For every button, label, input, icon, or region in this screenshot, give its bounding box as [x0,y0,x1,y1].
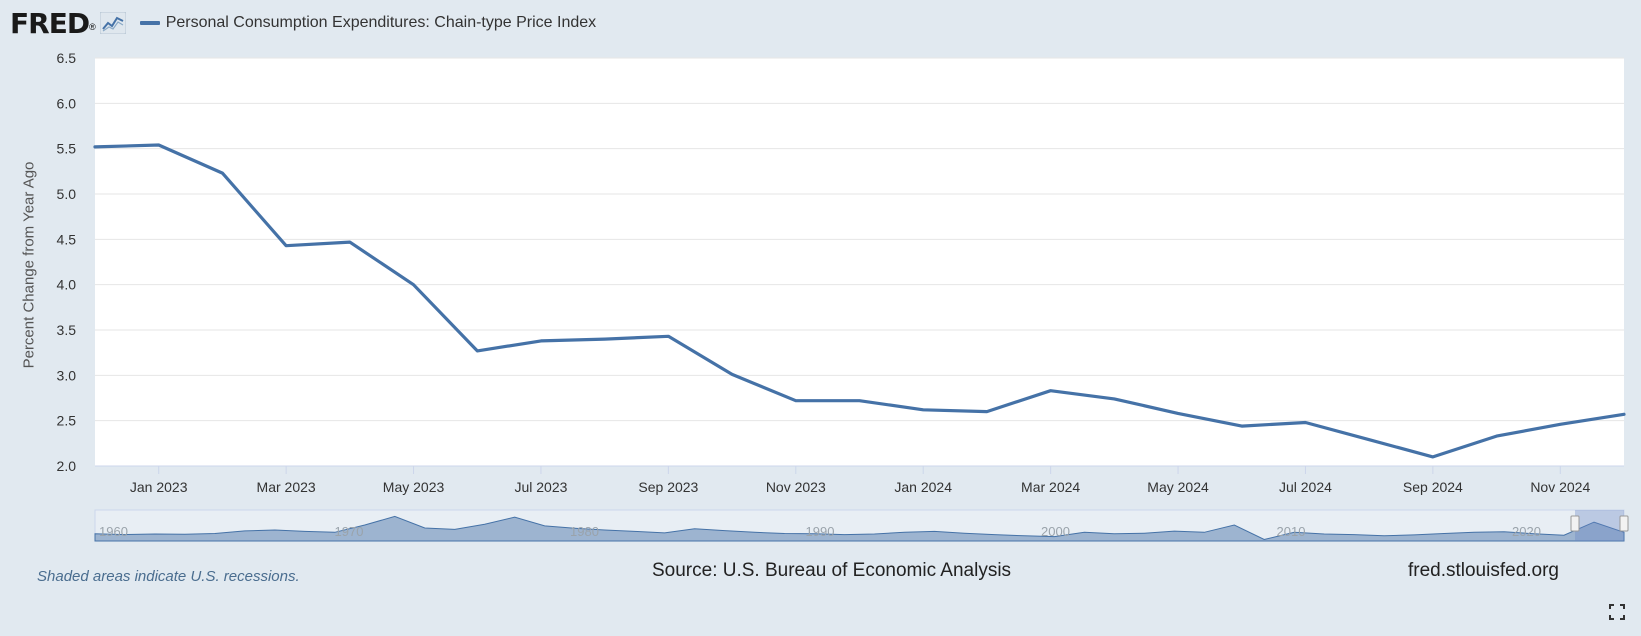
y-tick-label: 5.0 [57,186,77,202]
chart-svg[interactable]: 2.0 2.5 3.0 3.5 4.0 4.5 5.0 5.5 6.0 6.5 Jan 2023 Ma… [0,0,1641,545]
data-point[interactable] [856,397,864,405]
x-tick-label: May 2023 [383,479,445,495]
navigator-series [94,515,1625,542]
data-point[interactable] [473,347,481,355]
data-point[interactable] [601,335,609,343]
data-point[interactable] [1047,387,1055,395]
y-tick-label: 3.0 [57,367,77,383]
y-tick-label: 6.0 [57,95,77,111]
fred-logo[interactable]: FRED ® [10,7,126,40]
data-point[interactable] [664,332,672,340]
data-point[interactable] [1365,436,1373,444]
plot-area [95,58,1624,466]
data-point[interactable] [1429,453,1437,461]
y-tick-label: 4.5 [57,231,77,247]
navigator-label: 1960 [99,524,128,539]
navigator-handle-right[interactable] [1619,515,1629,532]
x-tick-label: May 2024 [1147,479,1209,495]
data-point[interactable] [1493,432,1501,440]
y-tick-label: 2.0 [57,458,77,474]
data-point[interactable] [1110,395,1118,403]
series-line[interactable] [93,143,1626,459]
fullscreen-icon[interactable] [1609,604,1625,620]
legend-label: Personal Consumption Expenditures: Chain… [165,14,597,31]
x-tick-label: Sep 2023 [638,479,698,495]
y-tick-label: 3.5 [57,322,77,338]
navigator-label: 1990 [806,524,835,539]
data-point[interactable] [1301,418,1309,426]
y-tick-label: 6.5 [57,50,77,66]
chart-footer: Shaded areas indicate U.S. recessions. S… [0,556,1641,586]
data-point[interactable] [919,406,927,414]
data-point[interactable] [1238,422,1246,430]
chart-header: FRED ® Personal Consumption Expenditures:… [10,6,596,40]
y-tick-label: 5.5 [57,141,77,157]
legend[interactable]: Personal Consumption Expenditures: Chain… [139,14,597,32]
data-point[interactable] [91,143,99,151]
line-chart-icon [99,12,126,34]
navigator-label: 2020 [1512,524,1541,539]
data-point[interactable] [155,141,163,149]
x-tick-label: Nov 2023 [766,479,826,495]
navigator-selection[interactable] [1575,510,1624,541]
site-link[interactable]: fred.stlouisfed.org [1407,560,1559,581]
data-point[interactable] [1620,410,1628,418]
data-point[interactable] [1174,409,1182,417]
y-tick-label: 2.5 [57,413,77,429]
x-tick-label: Jan 2024 [894,479,952,495]
data-point[interactable] [1556,420,1564,428]
navigator-label: 1980 [570,524,599,539]
source-text: Source: U.S. Bureau of Economic Analysis [652,560,1012,581]
x-tick-label: Jul 2024 [1279,479,1332,495]
navigator-label: 2000 [1041,524,1070,539]
x-tick-label: Jan 2023 [130,479,188,495]
data-point[interactable] [728,370,736,378]
data-point[interactable] [410,281,418,289]
x-tick-label: Mar 2024 [1021,479,1080,495]
legend-swatch [139,21,160,25]
data-point[interactable] [346,238,354,246]
x-tick-label: Mar 2023 [257,479,316,495]
x-tick-label: Jul 2023 [514,479,567,495]
data-point[interactable] [983,408,991,416]
data-point[interactable] [792,397,800,405]
data-point[interactable] [282,242,290,250]
navigator-label: 1970 [335,524,364,539]
navigator-handle-left[interactable] [1570,515,1580,532]
navigator-label: 2010 [1277,524,1306,539]
logo-registered: ® [89,22,96,32]
x-tick-label: Nov 2024 [1530,479,1590,495]
y-tick-label: 4.0 [57,277,77,293]
data-point[interactable] [537,337,545,345]
data-point[interactable] [218,169,226,177]
logo-text: FRED [10,6,90,40]
recession-note: Shaded areas indicate U.S. recessions. [37,568,300,585]
x-tick-label: Sep 2024 [1403,479,1463,495]
